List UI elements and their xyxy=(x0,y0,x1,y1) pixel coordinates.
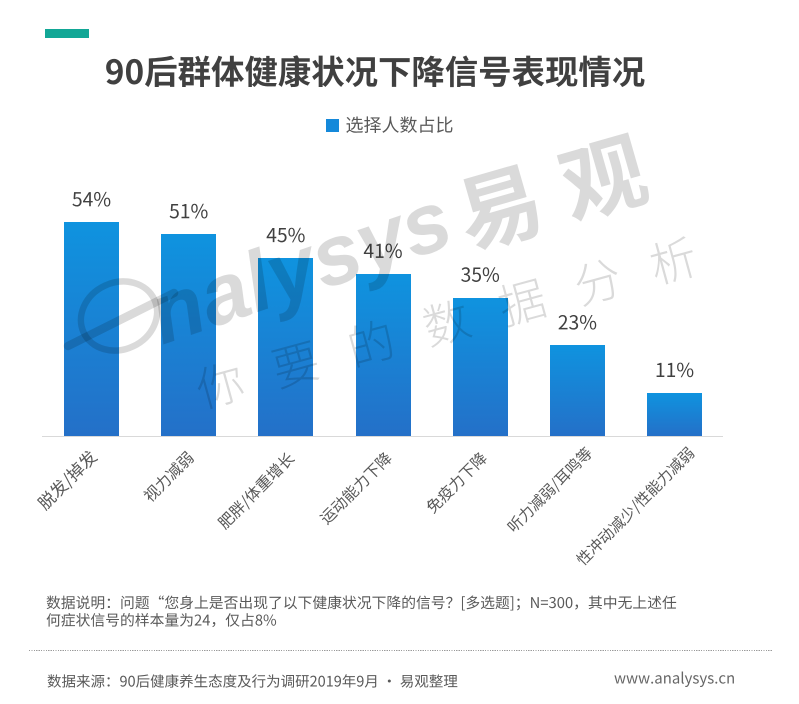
svg-text:nalysys: nalysys xyxy=(137,172,463,363)
